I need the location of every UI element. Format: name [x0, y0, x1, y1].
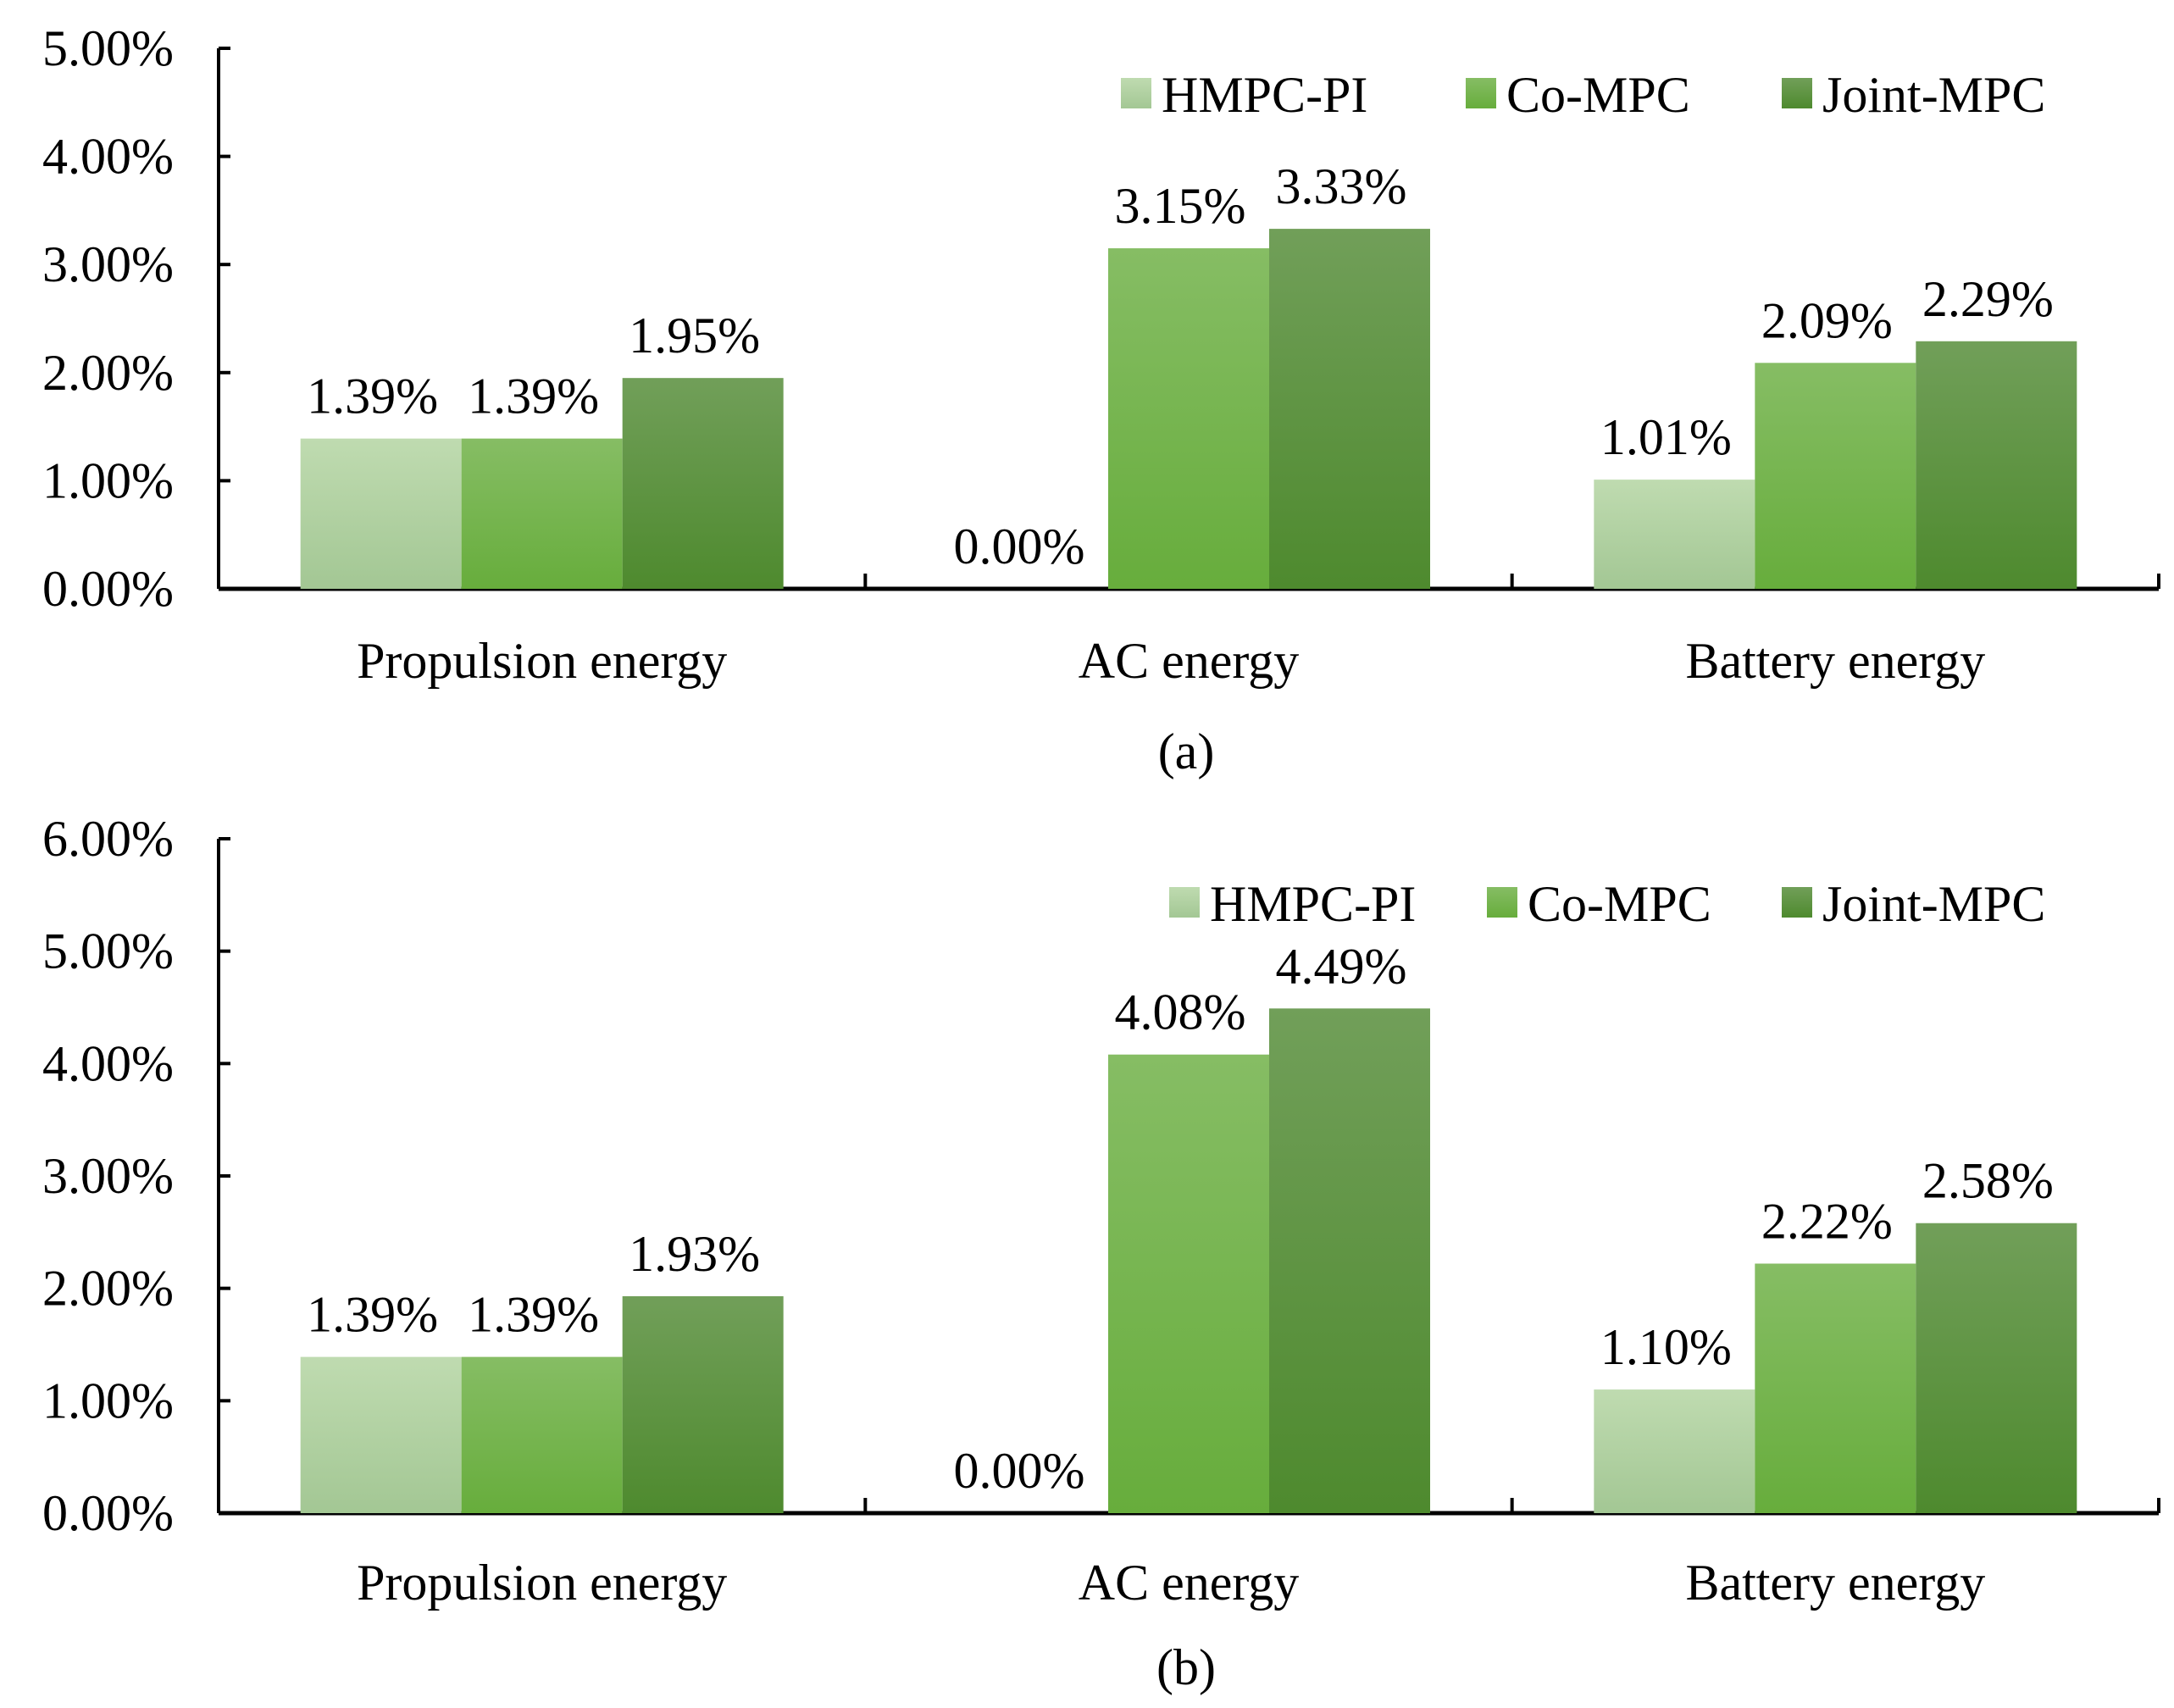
legend: HMPC-PI Co-MPC Joint-MPC [1169, 876, 2045, 932]
legend-label-hmpc-pi: HMPC-PI [1210, 876, 1416, 932]
data-label-hmpc-pi-ac-energy: 0.00% [954, 518, 1085, 574]
data-label-joint-mpc-propulsion-energy: 1.95% [629, 308, 760, 363]
data-label-joint-mpc-battery-energy: 2.58% [1922, 1153, 2054, 1209]
bar-co-mpc-ac-energy [1108, 248, 1269, 589]
y-tick-label: 1.00% [42, 1372, 174, 1428]
data-label-co-mpc-ac-energy: 4.08% [1115, 984, 1246, 1040]
y-tick-label: 0.00% [42, 561, 174, 617]
bar-joint-mpc-battery-energy [1916, 341, 2077, 589]
legend-label-co-mpc: Co-MPC [1506, 67, 1690, 123]
y-tick-label: 4.00% [42, 129, 174, 185]
data-label-joint-mpc-ac-energy: 3.33% [1276, 158, 1407, 214]
y-tick-label: 2.00% [42, 1261, 174, 1317]
legend-swatch-hmpc-pi [1169, 887, 1200, 918]
data-label-co-mpc-ac-energy: 3.15% [1115, 178, 1246, 234]
bar-joint-mpc-battery-energy [1916, 1223, 2077, 1513]
panel-caption: (b) [1156, 1639, 1216, 1695]
legend-swatch-hmpc-pi [1121, 78, 1151, 108]
legend: HMPC-PI Co-MPC Joint-MPC [1121, 67, 2045, 123]
data-label-hmpc-pi-propulsion-energy: 1.39% [307, 1287, 438, 1343]
y-tick-label: 5.00% [42, 20, 174, 76]
chart-panel-b: 0.00% 1.00% 2.00% 3.00% 4.00% 5.00% 6.00% 1.39%… [42, 811, 2160, 1695]
y-tick-label: 4.00% [42, 1035, 174, 1091]
category-label-propulsion-energy: Propulsion energy [357, 633, 727, 689]
data-label-hmpc-pi-battery-energy: 1.10% [1600, 1319, 1732, 1375]
bar-co-mpc-ac-energy [1108, 1054, 1269, 1513]
y-tick-label: 2.00% [42, 345, 174, 401]
legend-swatch-co-mpc [1487, 887, 1517, 918]
bar-joint-mpc-propulsion-energy [622, 378, 784, 589]
y-tick-label: 3.00% [42, 1148, 174, 1204]
bar-joint-mpc-propulsion-energy [622, 1295, 784, 1513]
legend-swatch-co-mpc [1466, 78, 1496, 108]
bar-hmpc-pi-battery-energy [1594, 1389, 1755, 1513]
bar-co-mpc-battery-energy [1755, 363, 1916, 589]
bar-hmpc-pi-battery-energy [1594, 480, 1755, 589]
data-label-joint-mpc-ac-energy: 4.49% [1276, 938, 1407, 994]
category-label-ac-energy: AC energy [1079, 1555, 1300, 1611]
legend-label-hmpc-pi: HMPC-PI [1162, 67, 1367, 123]
data-label-hmpc-pi-propulsion-energy: 1.39% [307, 369, 438, 424]
y-tick-label: 5.00% [42, 923, 174, 979]
data-label-co-mpc-propulsion-energy: 1.39% [468, 369, 599, 424]
category-label-battery-energy: Battery energy [1685, 633, 1985, 689]
data-label-joint-mpc-propulsion-energy: 1.93% [629, 1226, 760, 1282]
bar-joint-mpc-ac-energy [1269, 1008, 1430, 1513]
chart-panel-a: 0.00% 1.00% 2.00% 3.00% 4.00% 5.00% 1.39% 1.39%… [42, 20, 2160, 779]
bar-hmpc-pi-propulsion-energy [300, 1356, 462, 1513]
bar-co-mpc-propulsion-energy [461, 1356, 623, 1513]
bar-joint-mpc-ac-energy [1269, 229, 1430, 589]
legend-swatch-joint-mpc [1782, 78, 1812, 108]
legend-swatch-joint-mpc [1782, 887, 1812, 918]
category-label-ac-energy: AC energy [1079, 633, 1300, 689]
data-label-co-mpc-propulsion-energy: 1.39% [468, 1287, 599, 1343]
legend-label-joint-mpc: Joint-MPC [1822, 67, 2045, 123]
data-label-hmpc-pi-battery-energy: 1.01% [1600, 409, 1732, 465]
bar-co-mpc-propulsion-energy [461, 438, 623, 589]
bar-hmpc-pi-propulsion-energy [300, 438, 462, 589]
data-label-co-mpc-battery-energy: 2.22% [1761, 1193, 1893, 1249]
bar-co-mpc-battery-energy [1755, 1263, 1916, 1513]
category-label-battery-energy: Battery energy [1685, 1555, 1985, 1611]
y-tick-label: 3.00% [42, 236, 174, 292]
y-tick-label: 6.00% [42, 811, 174, 867]
data-label-hmpc-pi-ac-energy: 0.00% [954, 1443, 1085, 1499]
y-tick-label: 1.00% [42, 452, 174, 508]
data-label-joint-mpc-battery-energy: 2.29% [1922, 271, 2054, 327]
data-label-co-mpc-battery-energy: 2.09% [1761, 292, 1893, 348]
category-label-propulsion-energy: Propulsion energy [357, 1555, 727, 1611]
legend-label-co-mpc: Co-MPC [1528, 876, 1711, 932]
legend-label-joint-mpc: Joint-MPC [1822, 876, 2045, 932]
y-tick-label: 0.00% [42, 1485, 174, 1541]
panel-caption: (a) [1158, 724, 1215, 779]
